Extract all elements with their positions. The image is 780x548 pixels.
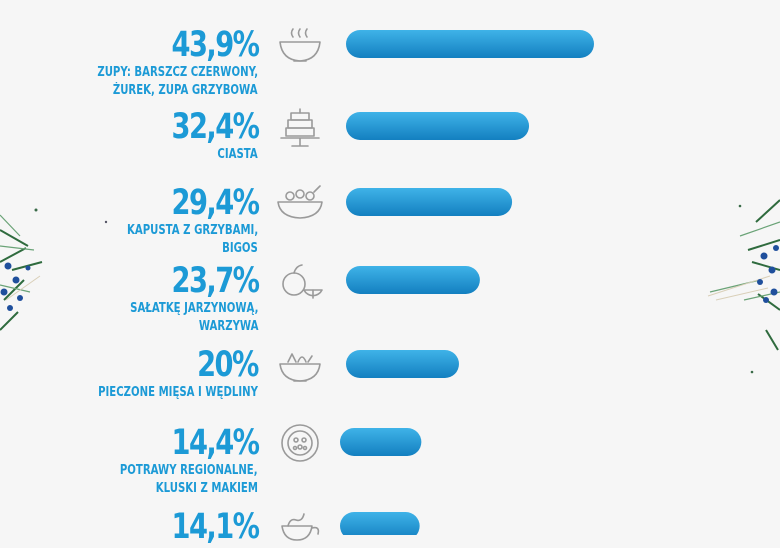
value-label-3: 23,7% (171, 261, 259, 301)
bar-1 (346, 112, 530, 140)
bar-0 (346, 30, 594, 58)
category-label-3-1: WARZYWA (198, 319, 258, 334)
pine-branch-right (707, 199, 780, 374)
category-label-5-1: KLUSKI Z MAKIEM (155, 481, 258, 496)
bar-chart: 43,9% ZUPY: BARSZCZ CZERWONY, ŻUREK, ZUPA … (97, 25, 594, 545)
category-label-4-0: PIECZONE MIĘSA I WĘDLINY (98, 385, 258, 400)
bar-2 (346, 188, 513, 216)
category-label-5-0: POTRAWY REGIONALNE, (120, 463, 258, 478)
value-label-5: 14,4% (171, 423, 259, 463)
bar-3 (346, 266, 480, 294)
christmas-decoration (0, 199, 780, 374)
soup-bowl-icon (279, 28, 321, 62)
layer-cake-icon (280, 108, 320, 147)
category-label-2-0: KAPUSTA Z GRZYBAMI, (126, 223, 258, 238)
category-label-0-0: ZUPY: BARSZCZ CZERWONY, (97, 65, 258, 80)
bar-6 (340, 512, 420, 535)
snow-dot (104, 220, 108, 224)
value-label-2: 29,4% (171, 183, 259, 223)
mixed-bowl-icon (279, 353, 321, 382)
category-label-3-0: SAŁATKĘ JARZYNOWĄ, (129, 301, 258, 316)
bar-5 (340, 428, 422, 456)
category-label-1-0: CIASTA (217, 147, 258, 162)
fruit-icon (282, 264, 323, 299)
value-label-1: 32,4% (171, 107, 259, 147)
value-label-4: 20% (197, 345, 259, 385)
category-label-2-1: BIGOS (222, 241, 258, 256)
bars-layer (340, 30, 594, 535)
noodles-icon (281, 513, 320, 541)
category-label-0-1: ŻUREK, ZUPA GRZYBOWA (113, 83, 258, 98)
salad-bowl-icon (277, 185, 323, 219)
bar-4 (346, 350, 459, 378)
value-label-6: 14,1% (171, 507, 259, 547)
regional-plate-icon (281, 424, 319, 462)
pine-branch-left (0, 208, 43, 331)
value-label-0: 43,9% (171, 25, 259, 65)
